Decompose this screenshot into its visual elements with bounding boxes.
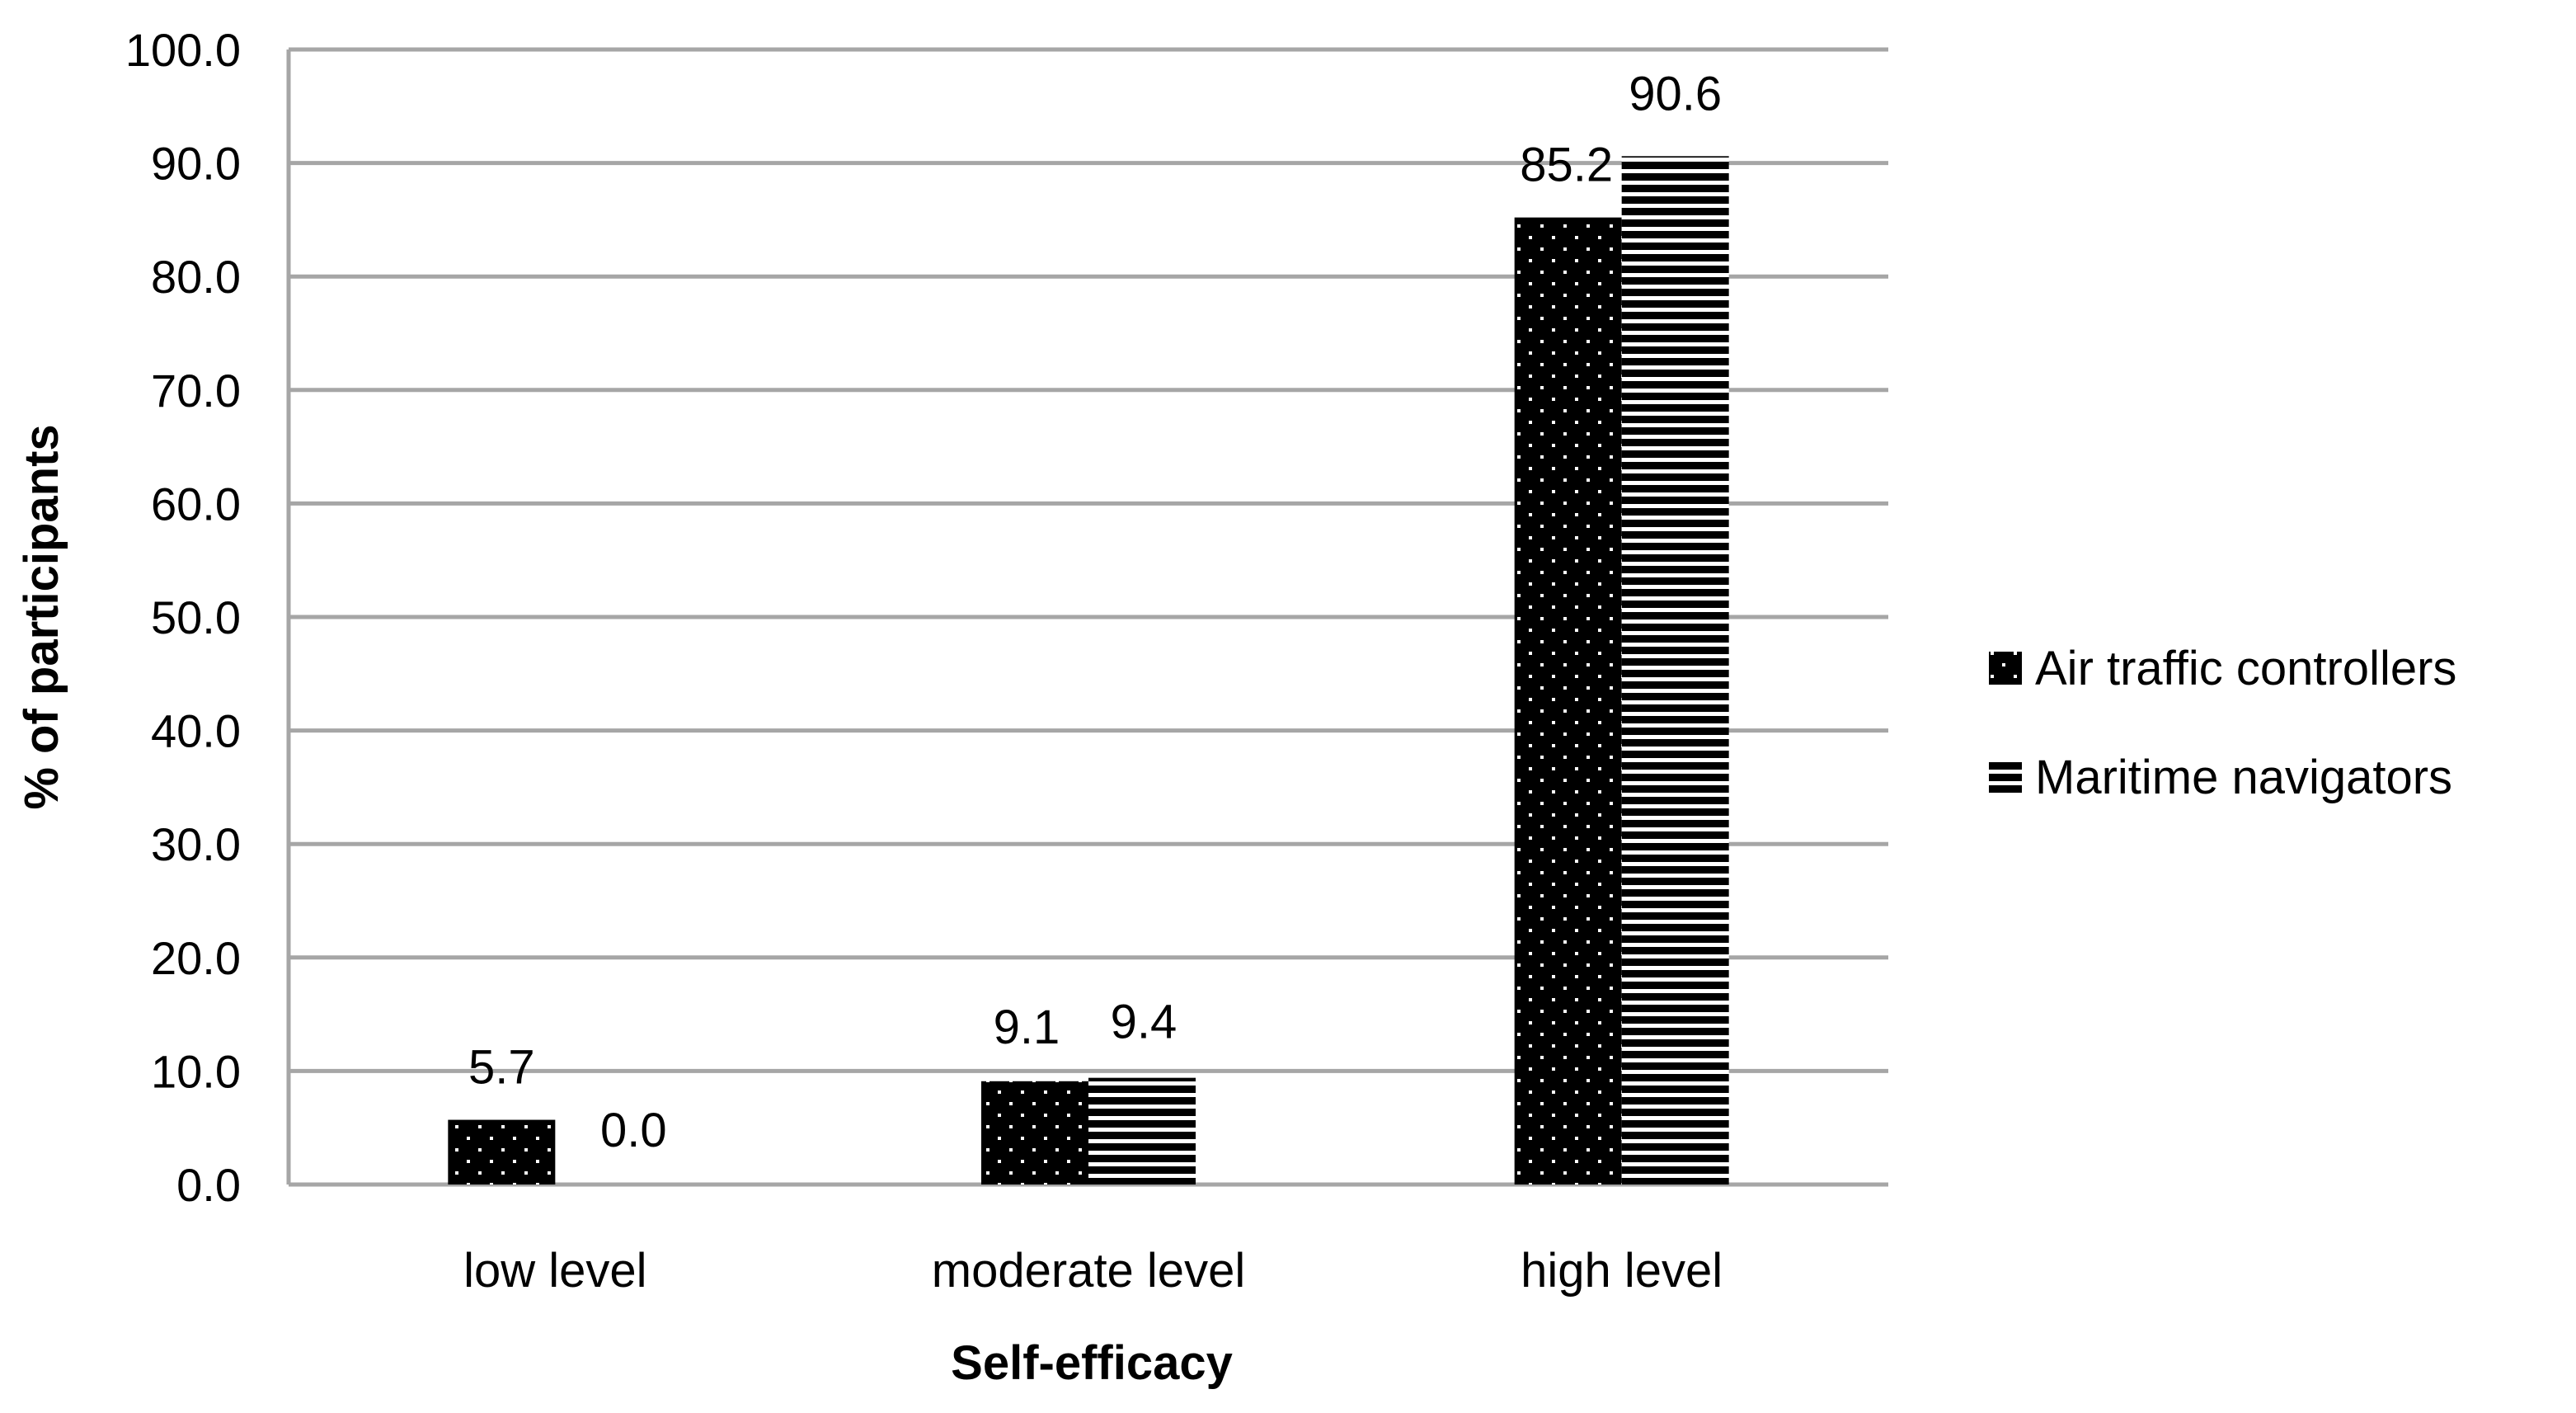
x-category-label: moderate level	[932, 1244, 1245, 1298]
bar-maritime-navigators	[1621, 156, 1729, 1185]
y-tick-label: 10.0	[151, 1045, 241, 1097]
data-label: 90.6	[1629, 67, 1722, 120]
legend-swatch	[1989, 761, 2022, 794]
x-axis-categories: low level moderate level high level	[463, 1244, 1723, 1298]
bar-air-traffic-controllers	[448, 1119, 556, 1185]
y-tick-label: 60.0	[151, 478, 241, 530]
bar-maritime-navigators	[1088, 1077, 1196, 1185]
x-category-label: high level	[1521, 1244, 1723, 1298]
data-label: 5.7	[468, 1041, 535, 1095]
legend-label: Air traffic controllers	[2035, 642, 2456, 695]
data-label: 9.1	[994, 1001, 1060, 1054]
data-label: 85.2	[1520, 139, 1613, 192]
bar-air-traffic-controllers	[981, 1081, 1088, 1185]
data-label: 0.0	[600, 1104, 667, 1157]
legend-label: Maritime navigators	[2035, 751, 2452, 804]
bar-air-traffic-controllers	[1514, 217, 1622, 1185]
x-category-label: low level	[463, 1244, 646, 1298]
legend-swatch	[1989, 652, 2022, 685]
y-axis-ticks: 0.0 10.0 20.0 30.0 40.0 50.0 60.0 70.0 80.0 90.0 1…	[125, 24, 241, 1211]
y-axis-title: % of participants	[15, 424, 68, 809]
y-tick-label: 80.0	[151, 251, 241, 303]
x-axis-title: Self-efficacy	[951, 1336, 1233, 1390]
bars	[448, 156, 1729, 1185]
legend: Air traffic controllers Maritime navigato…	[1989, 642, 2456, 804]
y-tick-label: 30.0	[151, 818, 241, 870]
y-tick-label: 40.0	[151, 705, 241, 757]
y-tick-label: 0.0	[176, 1159, 241, 1211]
data-labels: 5.7 0.0 9.1 9.4 85.2 90.6	[468, 67, 1722, 1157]
y-tick-label: 70.0	[151, 365, 241, 417]
y-tick-label: 20.0	[151, 932, 241, 984]
y-tick-label: 90.0	[151, 138, 241, 190]
y-tick-label: 100.0	[125, 24, 241, 76]
y-tick-label: 50.0	[151, 591, 241, 643]
data-label: 9.4	[1111, 996, 1178, 1049]
